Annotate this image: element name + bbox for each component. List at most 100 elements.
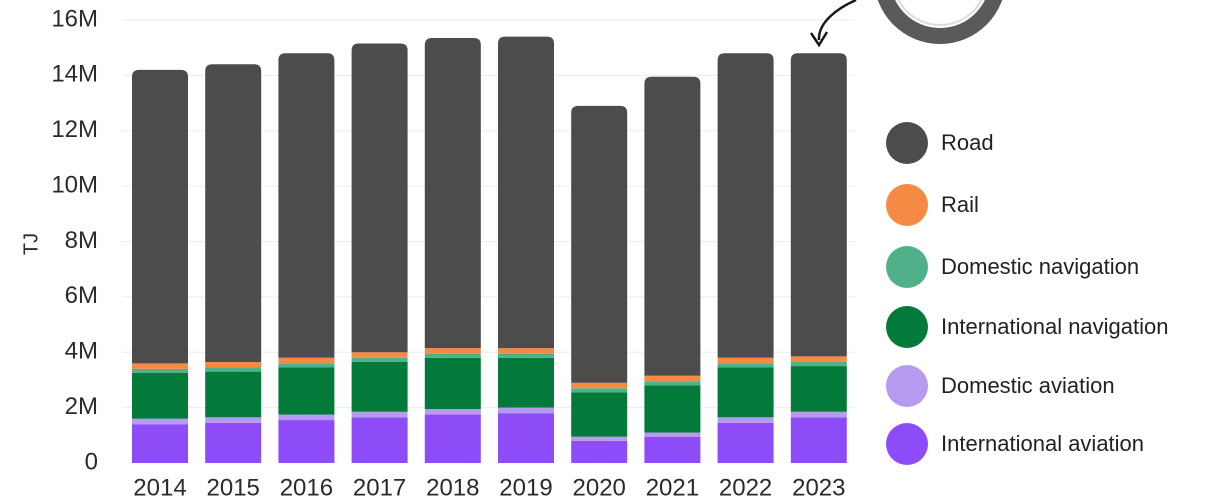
bar-segment-domestic-aviation (424, 409, 481, 415)
bar-segment-international-navigation (644, 385, 701, 433)
bar-segment-international-navigation (351, 361, 408, 412)
bar-segment-road (278, 53, 335, 358)
legend-label: International aviation (941, 431, 1145, 456)
bar-segment-road (571, 105, 628, 383)
legend-label: Domestic navigation (941, 254, 1140, 279)
legend-item-rail: Rail (886, 183, 979, 227)
y-tick-label: 0 (85, 448, 98, 475)
tire-illustration (877, 0, 1003, 44)
bar-segment-domestic-aviation (717, 417, 774, 423)
bar-segment-road (498, 36, 554, 349)
x-tick-label: 2021 (646, 474, 699, 501)
bar-segment-rail (205, 361, 262, 368)
x-tick-label: 2022 (719, 474, 772, 501)
bar-segment-domestic-aviation (571, 436, 628, 441)
x-tick-label: 2019 (499, 474, 552, 501)
bar-segment-domestic-navigation (424, 353, 481, 358)
arrow-icon (809, 0, 857, 48)
bar-segment-domestic-aviation (205, 417, 262, 423)
bar-segment-international-aviation (205, 422, 262, 463)
bar-segment-international-aviation (717, 422, 774, 463)
legend-swatch-domestic-navigation (886, 246, 928, 288)
bar-segment-road (351, 43, 408, 353)
y-axis: 0 2M 4M 6M 8M 10M 12M 14M 16M (51, 5, 98, 475)
bar-segment-domestic-aviation (351, 411, 408, 418)
bar-segment-rail (351, 352, 408, 358)
bar-segment-road (644, 76, 701, 376)
x-tick-label: 2014 (133, 474, 186, 501)
bar-segment-international-navigation (498, 357, 554, 408)
bar-segment-international-aviation (351, 417, 408, 463)
bar-segment-domestic-navigation (498, 353, 554, 358)
bar-segment-domestic-navigation (717, 363, 774, 368)
legend-swatch-domestic-aviation (886, 365, 928, 407)
bar-segment-international-aviation (424, 414, 481, 463)
bar-segment-international-aviation (132, 424, 188, 463)
x-axis: 2014 2015 2016 2017 2018 2019 2020 2021 2022 2023 (133, 474, 845, 501)
bar-segment-international-aviation (278, 420, 335, 463)
bar-segment-international-aviation (571, 440, 628, 463)
bar-segment-domestic-navigation (278, 363, 335, 368)
bar-segment-rail (790, 356, 847, 362)
bar-segment-international-navigation (132, 373, 188, 419)
y-tick-label: 4M (65, 338, 98, 365)
y-tick-label: 8M (65, 227, 98, 254)
legend-item-domestic-aviation: Domestic aviation (886, 364, 1115, 408)
bar-segment-rail (278, 357, 335, 364)
bar-segment-domestic-aviation (132, 418, 188, 425)
bar-segment-rail (571, 382, 628, 389)
legend-item-international-navigation: International navigation (886, 305, 1169, 349)
legend-label: Rail (941, 192, 979, 217)
bar-segment-international-navigation (205, 371, 262, 418)
bar-segment-rail (498, 348, 554, 354)
bar-segment-domestic-navigation (790, 361, 847, 367)
legend-swatch-road (886, 122, 928, 164)
bar-segment-road (717, 53, 774, 358)
bar-segment-domestic-aviation (278, 414, 335, 421)
bar-segment-domestic-aviation (644, 432, 701, 437)
bar-segment-international-navigation (717, 367, 774, 418)
bar-segment-international-aviation (790, 417, 847, 463)
y-tick-label: 6M (65, 282, 98, 309)
legend-item-road: Road (886, 121, 994, 165)
bar-segment-rail (644, 375, 701, 382)
legend-item-domestic-navigation: Domestic navigation (886, 245, 1139, 289)
bar-segment-rail (717, 357, 774, 364)
x-tick-label: 2015 (207, 474, 260, 501)
x-tick-label: 2023 (792, 474, 845, 501)
bar-segment-road (790, 53, 847, 357)
legend-swatch-rail (886, 184, 928, 226)
bar-segment-international-aviation (498, 413, 554, 463)
bar-segment-rail (132, 363, 188, 369)
legend-label: Domestic aviation (941, 373, 1115, 398)
legend-swatch-international-navigation (886, 306, 928, 348)
bar-segment-international-navigation (278, 367, 335, 415)
bar-segment-road (424, 37, 481, 349)
y-tick-label: 14M (51, 61, 98, 88)
bar-segment-rail (424, 348, 481, 354)
bar-segment-domestic-navigation (132, 368, 188, 374)
legend-swatch-international-aviation (886, 423, 928, 465)
legend-label: International navigation (941, 314, 1169, 339)
x-tick-label: 2017 (353, 474, 406, 501)
bar-segment-domestic-navigation (205, 367, 262, 372)
bar-segment-domestic-aviation (498, 407, 554, 414)
bars (132, 36, 847, 463)
bar-segment-international-aviation (644, 436, 701, 463)
bar-segment-domestic-navigation (351, 357, 408, 362)
y-tick-label: 12M (51, 116, 98, 143)
y-tick-label: 16M (51, 5, 98, 32)
bar-segment-international-navigation (571, 392, 628, 437)
y-tick-label: 2M (65, 393, 98, 420)
bar-segment-international-navigation (790, 366, 847, 412)
legend-label: Road (941, 130, 994, 155)
legend-item-international-aviation: International aviation (886, 422, 1144, 466)
bar-segment-international-navigation (424, 357, 481, 410)
x-tick-label: 2016 (280, 474, 333, 501)
x-tick-label: 2018 (426, 474, 479, 501)
bar-segment-road (205, 64, 262, 362)
bar-segment-domestic-aviation (790, 411, 847, 418)
y-tick-label: 10M (51, 171, 98, 198)
y-axis-label: TJ (20, 233, 42, 255)
